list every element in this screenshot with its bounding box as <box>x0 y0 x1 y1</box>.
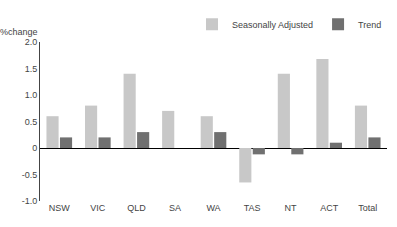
svg-text:SA: SA <box>169 203 181 213</box>
svg-text:VIC: VIC <box>90 203 106 213</box>
svg-text:0: 0 <box>32 143 37 153</box>
svg-text:1.5: 1.5 <box>25 64 38 74</box>
svg-text:%change: %change <box>0 27 38 37</box>
svg-text:-1.0: -1.0 <box>22 196 38 206</box>
svg-text:WA: WA <box>206 203 220 213</box>
svg-text:Total: Total <box>358 203 377 213</box>
svg-text:Seasonally Adjusted: Seasonally Adjusted <box>232 20 313 30</box>
svg-text:2.0: 2.0 <box>25 37 38 47</box>
svg-text:1.0: 1.0 <box>25 90 38 100</box>
svg-text:NT: NT <box>285 203 297 213</box>
svg-text:ACT: ACT <box>320 203 339 213</box>
svg-text:Trend: Trend <box>358 20 381 30</box>
svg-text:0.5: 0.5 <box>25 117 38 127</box>
svg-text:NSW: NSW <box>49 203 71 213</box>
svg-text:TAS: TAS <box>244 203 261 213</box>
svg-text:QLD: QLD <box>127 203 146 213</box>
svg-text:-0.5: -0.5 <box>22 170 38 180</box>
